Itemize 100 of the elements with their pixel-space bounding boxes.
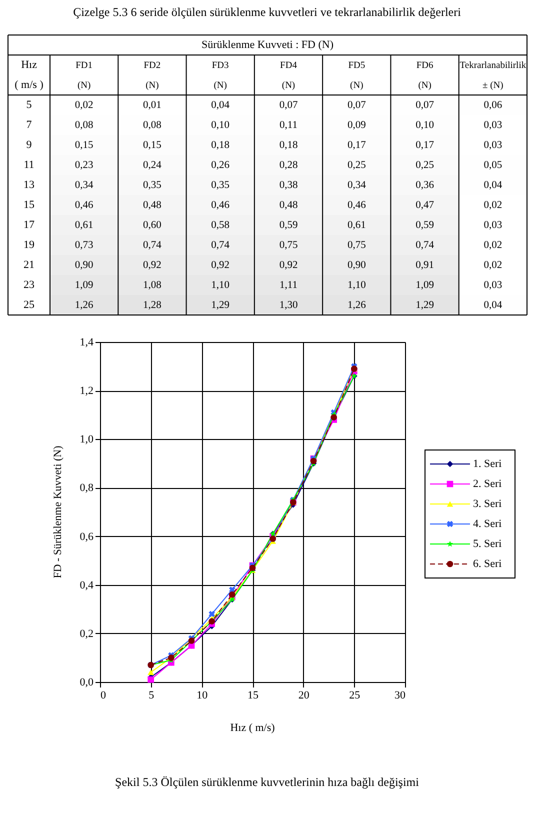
data-label: 0,02 <box>484 260 502 271</box>
data-label: 0,10 <box>211 120 230 131</box>
data-label: 1,26 <box>347 300 366 311</box>
y-axis-title: Hız ( m/s ) <box>14 59 44 91</box>
data-label: 0,01 <box>143 100 162 111</box>
data-label: 0,60 <box>143 220 162 231</box>
data-label: 0,06 <box>484 100 502 111</box>
data-label: 1,09 <box>416 280 434 291</box>
y-tick-label: 0,4 <box>80 579 94 592</box>
data-label: 0,59 <box>279 220 298 231</box>
y-tick-label: 15 <box>24 199 35 211</box>
data-label: 0,74 <box>211 240 230 251</box>
data-label: 0,35 <box>211 180 230 191</box>
category-label: FD6 (N) <box>416 61 434 91</box>
point <box>310 458 317 464</box>
data-label: 0,18 <box>211 140 230 151</box>
category-label: FD4 (N) <box>280 61 297 91</box>
category-label: FD2 (N) <box>144 61 161 91</box>
y-tick-label: 0,2 <box>80 628 94 640</box>
y-tick-label: 21 <box>24 259 34 271</box>
data-label: 0,34 <box>74 180 94 191</box>
y-tick-label: 0,0 <box>80 676 94 688</box>
data-label: 1,26 <box>74 300 94 311</box>
x-tick-label: 25 <box>349 690 361 702</box>
data-label: 0,04 <box>484 180 503 191</box>
y-tick-label: 9 <box>26 139 32 151</box>
data-label: 0,28 <box>279 160 298 171</box>
category-label: Tekrarlanabilirlik ± (N) <box>460 61 526 91</box>
data-label: 0,10 <box>416 120 434 131</box>
legend-label: 1. Seri <box>473 458 502 470</box>
legend-label: 2. Seri <box>473 478 502 490</box>
data-label: 0,03 <box>484 120 502 131</box>
data-label: 1,29 <box>211 300 230 311</box>
x-tick-label: 0 <box>100 690 106 702</box>
y-tick-label: 11 <box>24 159 34 171</box>
y-tick-label: 0,8 <box>80 482 94 494</box>
data-label: 0,36 <box>416 180 434 191</box>
data-label: 1,09 <box>74 280 94 291</box>
x-tick-label: 10 <box>196 690 208 702</box>
chart-title: Çizelge 5.3 6 seride ölçülen sürüklenme kuvvetleri ve tekrarlanabilirlik değerleri <box>73 5 462 19</box>
y-tick-label: 25 <box>24 299 35 311</box>
data-label: 0,15 <box>143 140 162 151</box>
data-label: 0,03 <box>484 140 502 151</box>
y-tick-label: 13 <box>24 179 35 191</box>
data-label: 0,23 <box>74 160 94 171</box>
data-label: 1,10 <box>211 280 230 291</box>
category-label: FD3 (N) <box>212 61 229 91</box>
data-label: 1,11 <box>280 280 298 291</box>
data-label: 0,02 <box>484 200 502 211</box>
y-tick-label: 7 <box>26 119 32 131</box>
data-label: 0,18 <box>279 140 298 151</box>
data-label: 0,09 <box>347 120 366 131</box>
data-label: 0,03 <box>484 220 502 231</box>
data-label: 0,02 <box>74 100 94 111</box>
data-label: 0,35 <box>143 180 162 191</box>
data-label: 0,61 <box>347 220 366 231</box>
x-tick-label: 30 <box>394 690 406 702</box>
data-label: 0,46 <box>347 200 366 211</box>
data-label: 0,92 <box>279 260 298 271</box>
data-label: 1,30 <box>279 300 298 311</box>
legend-label: 4. Seri <box>473 518 502 530</box>
category-label: FD5 (N) <box>348 61 366 91</box>
data-label: 0,75 <box>347 240 366 251</box>
data-label: 1,29 <box>416 300 434 311</box>
data-label: 0,59 <box>416 220 434 231</box>
data-label: 1,10 <box>347 280 366 291</box>
data-label: 0,25 <box>416 160 434 171</box>
data-label: 0,92 <box>143 260 162 271</box>
data-label: 0,04 <box>211 100 230 111</box>
x-tick-label: 20 <box>298 690 310 702</box>
y-tick-label: 5 <box>26 99 32 111</box>
data-label: 0,24 <box>143 160 162 171</box>
data-label: 0,58 <box>211 220 230 231</box>
category-label: FD1 (N) <box>76 61 93 91</box>
data-label: 0,08 <box>74 120 94 131</box>
point <box>249 564 256 572</box>
data-label: 0,34 <box>347 180 367 191</box>
y-tick-label: 1,4 <box>80 336 94 348</box>
y-tick-label: 19 <box>24 239 35 251</box>
data-label: 0,61 <box>74 220 94 231</box>
data-label: 0,03 <box>484 280 502 291</box>
point <box>148 676 154 683</box>
data-label: 0,11 <box>280 120 298 131</box>
data-label: 0,17 <box>416 140 434 151</box>
x-tick-label: 15 <box>248 690 259 702</box>
y-tick-label: 1,2 <box>80 385 94 398</box>
y-tick-label: 1,0 <box>80 434 94 446</box>
point <box>229 591 236 598</box>
data-label: 0,04 <box>484 300 503 311</box>
data-label: 0,46 <box>74 200 94 211</box>
data-label: 0,38 <box>279 180 298 191</box>
data-label: 0,07 <box>347 100 366 111</box>
data-label: 0,07 <box>416 100 434 111</box>
data-label: 0,05 <box>484 160 502 171</box>
data-label: 0,75 <box>279 240 298 251</box>
y-tick-label: 23 <box>24 279 35 291</box>
data-label: 0,48 <box>279 200 298 211</box>
y-tick-label: 17 <box>24 219 35 231</box>
data-label: 0,90 <box>347 260 366 271</box>
data-label: 0,46 <box>211 200 230 211</box>
